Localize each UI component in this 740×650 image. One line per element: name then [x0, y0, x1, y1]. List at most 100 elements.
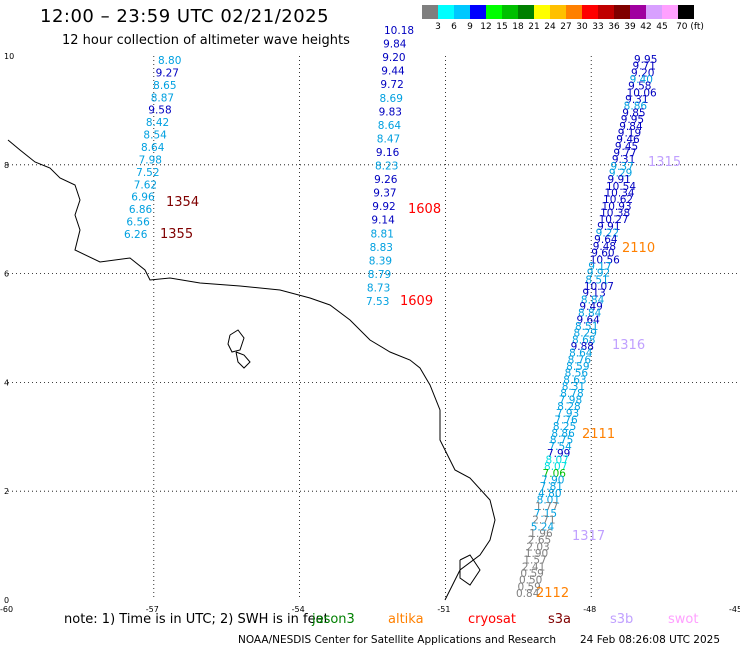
y-axis-label: 4	[4, 378, 9, 387]
wave-height-value: 8.54	[143, 130, 167, 142]
wave-height-value: 7.98	[559, 394, 582, 406]
satellite-legend-item: jason3	[312, 612, 355, 627]
legend-swatch	[550, 5, 566, 19]
legend-color-bar	[422, 5, 694, 19]
legend-swatch	[598, 5, 614, 19]
legend-label: 15	[496, 22, 508, 32]
wave-height-value: 6.56	[126, 217, 150, 229]
wave-height-value: 8.81	[371, 228, 394, 240]
legend-swatch	[438, 5, 454, 19]
credit-line: NOAA/NESDIS Center for Satellite Applica…	[238, 634, 556, 646]
pass-id-label: 1354	[166, 195, 199, 210]
wave-height-value: 9.72	[380, 79, 403, 91]
axis-labels: -60 -57 -54 -51 -48 -45 10 8 6 4 2 0	[0, 52, 740, 614]
y-axis-label: 10	[4, 52, 14, 61]
wave-height-value: 9.91	[607, 174, 630, 186]
wave-height-value: 10.54	[606, 181, 636, 193]
wave-height-value: 2.41	[522, 561, 545, 573]
wave-height-value: 8.83	[370, 242, 393, 254]
pass-id-label: 2112	[536, 586, 569, 601]
x-axis-label: -60	[0, 605, 13, 614]
color-legend: 3 6 9 12 15 18 21 24 27 30 33 36 39 42 45 70 (ft)	[422, 5, 704, 32]
wave-height-value: 6.86	[129, 204, 153, 216]
wave-height-value: 7.98	[139, 154, 162, 166]
legend-label: 9	[467, 22, 473, 32]
wave-height-value: 1.77	[535, 501, 558, 513]
x-axis-label: -51	[437, 605, 450, 614]
wave-height-value: 8.28	[557, 401, 580, 413]
wave-height-value: 8.25	[553, 421, 576, 433]
wave-height-value: 8.86	[624, 101, 648, 113]
wave-height-value: 8.79	[368, 269, 391, 281]
wave-height-value: 9.31	[625, 94, 648, 106]
pass-id-label: 2111	[582, 427, 615, 442]
legend-swatch	[662, 5, 678, 19]
wave-height-value: 8.69	[380, 93, 403, 105]
wave-height-value: 9.95	[621, 114, 644, 126]
wave-height-value: 8.78	[560, 388, 583, 400]
wave-height-value: 1.57	[523, 555, 546, 567]
legend-swatch	[502, 5, 518, 19]
footnote: note: 1) Time is in UTC; 2) SWH is in fe…	[64, 612, 329, 627]
wave-height-value: 9.13	[582, 288, 605, 300]
wave-height-value: 9.19	[618, 127, 641, 139]
y-axis-label: 0	[4, 596, 9, 605]
x-axis-label: -57	[146, 605, 159, 614]
wave-height-value: 9.58	[628, 81, 651, 93]
coastline-mainland	[7, 139, 496, 601]
wave-height-value: 9.37	[610, 161, 633, 173]
coastline-island	[227, 329, 245, 353]
wave-height-value: 4.80	[538, 488, 561, 500]
wave-height-value: 6.96	[131, 192, 155, 204]
wave-height-value: 9.45	[615, 141, 638, 153]
legend-label: 18	[512, 22, 524, 32]
legend-label: 27	[560, 22, 572, 32]
wave-height-value: 9.20	[631, 67, 654, 79]
wave-height-value: 0.84	[516, 588, 540, 600]
wave-height-value: 9.95	[634, 54, 657, 66]
wave-height-value: 9.37	[373, 188, 396, 200]
wave-height-value: 8.68	[572, 334, 595, 346]
wave-height-value: 9.46	[616, 134, 640, 146]
wave-height-value: 8.73	[367, 282, 390, 294]
wave-height-value: 8.84	[578, 308, 602, 320]
wave-height-value: 9.88	[571, 341, 594, 353]
wave-height-value: 10.07	[584, 281, 614, 293]
wave-height-value: 9.17	[588, 261, 611, 273]
wave-height-value: 10.93	[602, 201, 632, 213]
wave-height-value: 8.01	[537, 495, 560, 507]
wave-height-value: 9.40	[630, 74, 653, 86]
wave-height-value: 9.85	[622, 107, 645, 119]
wave-height-value: 8.86	[551, 428, 575, 440]
wave-height-value: 5.24	[531, 521, 555, 533]
legend-swatch	[582, 5, 598, 19]
wave-height-value: 9.83	[379, 106, 402, 118]
pass-id-label: 1315	[648, 155, 681, 170]
wave-height-value: 10.18	[384, 25, 414, 37]
legend-label: 30	[576, 22, 588, 32]
wave-height-value: 0.59	[517, 581, 540, 593]
wave-height-value: 8.76	[568, 354, 592, 366]
wave-height-value: 9.49	[579, 301, 602, 313]
wave-height-value: 9.22	[596, 228, 619, 240]
wave-height-value: 9.84	[383, 39, 407, 51]
legend-swatch	[646, 5, 662, 19]
legend-label: 3	[435, 22, 441, 32]
coastline	[7, 139, 496, 601]
wave-height-value: 7.99	[547, 448, 570, 460]
wave-height-value: 9.92	[372, 201, 395, 213]
wave-height-value: 8.31	[562, 381, 585, 393]
legend-swatch	[470, 5, 486, 19]
wave-height-value: 0.50	[519, 575, 542, 587]
wave-height-value: 1.96	[529, 528, 553, 540]
legend-label: 45	[656, 22, 668, 32]
wave-height-value: 9.58	[148, 105, 171, 117]
satellite-legend-item: s3b	[610, 612, 634, 627]
x-axis-label: -54	[292, 605, 305, 614]
legend-label: 21	[528, 22, 540, 32]
satellite-legend-item: swot	[668, 612, 699, 627]
pass-id-label: 1317	[572, 529, 605, 544]
satellite-legend-item: s3a	[548, 612, 572, 627]
wave-height-value: 1.90	[525, 548, 548, 560]
wave-height-value: 7.76	[554, 414, 578, 426]
